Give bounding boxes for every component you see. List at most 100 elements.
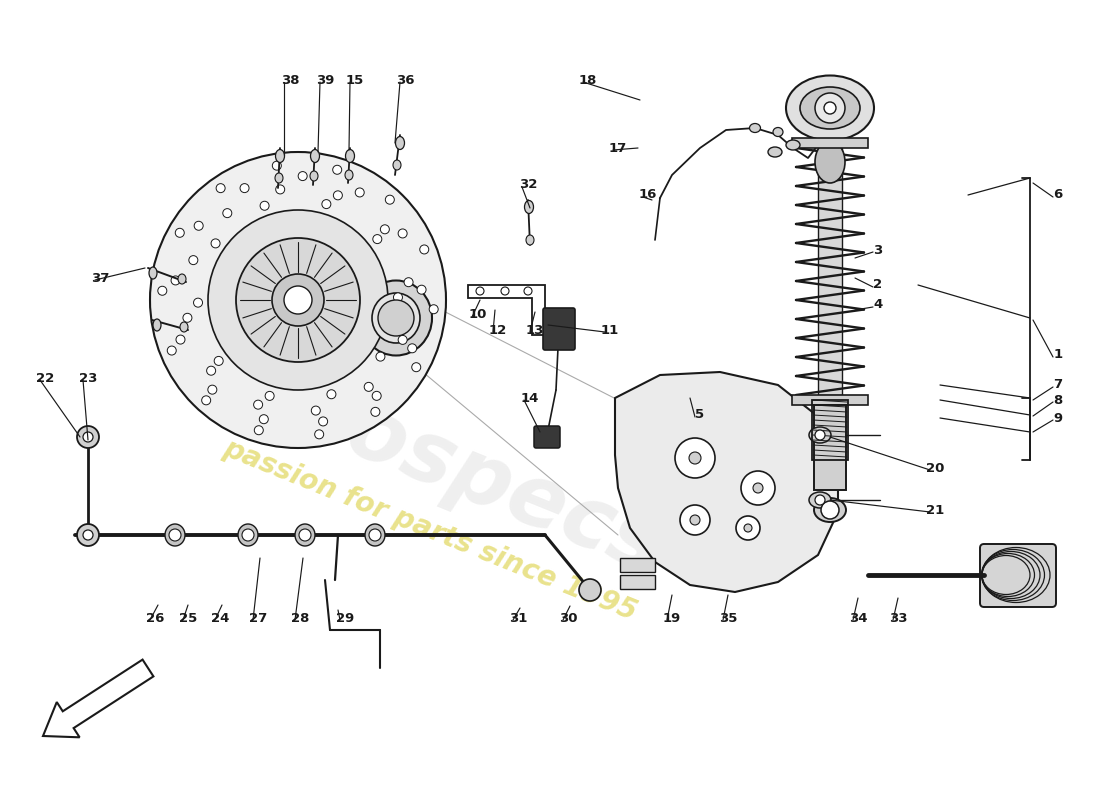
- Circle shape: [689, 452, 701, 464]
- Circle shape: [398, 229, 407, 238]
- Bar: [818, 148, 842, 395]
- Circle shape: [675, 438, 715, 478]
- Text: 31: 31: [509, 611, 527, 625]
- Ellipse shape: [393, 160, 402, 170]
- Ellipse shape: [808, 427, 830, 443]
- Circle shape: [322, 200, 331, 209]
- Circle shape: [333, 191, 342, 200]
- Circle shape: [254, 400, 263, 409]
- Circle shape: [741, 471, 776, 505]
- FancyArrow shape: [43, 660, 153, 738]
- Circle shape: [240, 184, 249, 193]
- Polygon shape: [615, 372, 838, 592]
- Text: 3: 3: [873, 243, 882, 257]
- Circle shape: [157, 286, 167, 295]
- Text: 36: 36: [396, 74, 415, 86]
- Circle shape: [272, 274, 324, 326]
- Ellipse shape: [153, 319, 161, 331]
- Text: 32: 32: [519, 178, 537, 191]
- Circle shape: [223, 209, 232, 218]
- Text: passion for parts since 1995: passion for parts since 1995: [219, 434, 641, 626]
- Circle shape: [355, 188, 364, 197]
- Text: 29: 29: [336, 611, 354, 625]
- Ellipse shape: [814, 498, 846, 522]
- Text: 35: 35: [718, 611, 737, 625]
- Circle shape: [373, 234, 382, 243]
- Text: 7: 7: [1054, 378, 1063, 391]
- Ellipse shape: [360, 281, 432, 355]
- Text: 15: 15: [345, 74, 364, 86]
- Text: 22: 22: [36, 371, 54, 385]
- Circle shape: [276, 185, 285, 194]
- Circle shape: [394, 293, 403, 302]
- Text: 33: 33: [889, 611, 908, 625]
- Ellipse shape: [295, 524, 315, 546]
- Circle shape: [298, 171, 307, 181]
- Circle shape: [378, 300, 414, 336]
- FancyBboxPatch shape: [980, 544, 1056, 607]
- Bar: [812, 400, 848, 460]
- Circle shape: [417, 285, 426, 294]
- Ellipse shape: [310, 150, 319, 162]
- Circle shape: [385, 195, 394, 204]
- Text: 25: 25: [179, 611, 197, 625]
- Bar: [620, 575, 654, 589]
- Circle shape: [754, 483, 763, 493]
- Text: 10: 10: [469, 309, 487, 322]
- Circle shape: [194, 298, 202, 307]
- Ellipse shape: [396, 137, 405, 150]
- Ellipse shape: [180, 322, 188, 332]
- Circle shape: [500, 287, 509, 295]
- Bar: [792, 395, 868, 405]
- Circle shape: [579, 579, 601, 601]
- Circle shape: [429, 305, 438, 314]
- Text: 38: 38: [280, 74, 299, 86]
- FancyBboxPatch shape: [543, 308, 575, 350]
- Circle shape: [150, 152, 446, 448]
- Ellipse shape: [345, 150, 354, 162]
- Ellipse shape: [808, 492, 830, 508]
- Circle shape: [211, 239, 220, 248]
- Circle shape: [408, 344, 417, 353]
- Circle shape: [824, 102, 836, 114]
- Ellipse shape: [768, 147, 782, 157]
- Text: 34: 34: [849, 611, 867, 625]
- Circle shape: [381, 225, 389, 234]
- Circle shape: [82, 530, 94, 540]
- Circle shape: [167, 346, 176, 355]
- Text: 6: 6: [1054, 189, 1063, 202]
- Circle shape: [332, 166, 342, 174]
- Text: eurospecs: eurospecs: [185, 329, 675, 591]
- Text: 28: 28: [290, 611, 309, 625]
- Ellipse shape: [372, 293, 420, 343]
- FancyBboxPatch shape: [534, 426, 560, 448]
- Text: 27: 27: [249, 611, 267, 625]
- Ellipse shape: [786, 75, 875, 141]
- Text: 23: 23: [79, 371, 97, 385]
- Circle shape: [736, 516, 760, 540]
- Circle shape: [189, 256, 198, 265]
- Circle shape: [208, 210, 388, 390]
- Circle shape: [236, 238, 360, 362]
- Circle shape: [299, 529, 311, 541]
- Ellipse shape: [275, 150, 285, 162]
- Circle shape: [208, 385, 217, 394]
- Circle shape: [319, 417, 328, 426]
- Circle shape: [77, 524, 99, 546]
- Text: 9: 9: [1054, 411, 1063, 425]
- Text: 1: 1: [1054, 349, 1063, 362]
- Circle shape: [82, 432, 94, 442]
- Circle shape: [260, 202, 270, 210]
- Circle shape: [77, 426, 99, 448]
- Ellipse shape: [148, 267, 157, 279]
- Bar: [792, 138, 868, 148]
- Circle shape: [815, 495, 825, 505]
- Circle shape: [690, 515, 700, 525]
- Circle shape: [176, 335, 185, 344]
- Circle shape: [364, 382, 373, 391]
- Text: 16: 16: [639, 189, 657, 202]
- Circle shape: [420, 245, 429, 254]
- Ellipse shape: [786, 140, 800, 150]
- Text: 8: 8: [1054, 394, 1063, 406]
- Ellipse shape: [310, 171, 318, 181]
